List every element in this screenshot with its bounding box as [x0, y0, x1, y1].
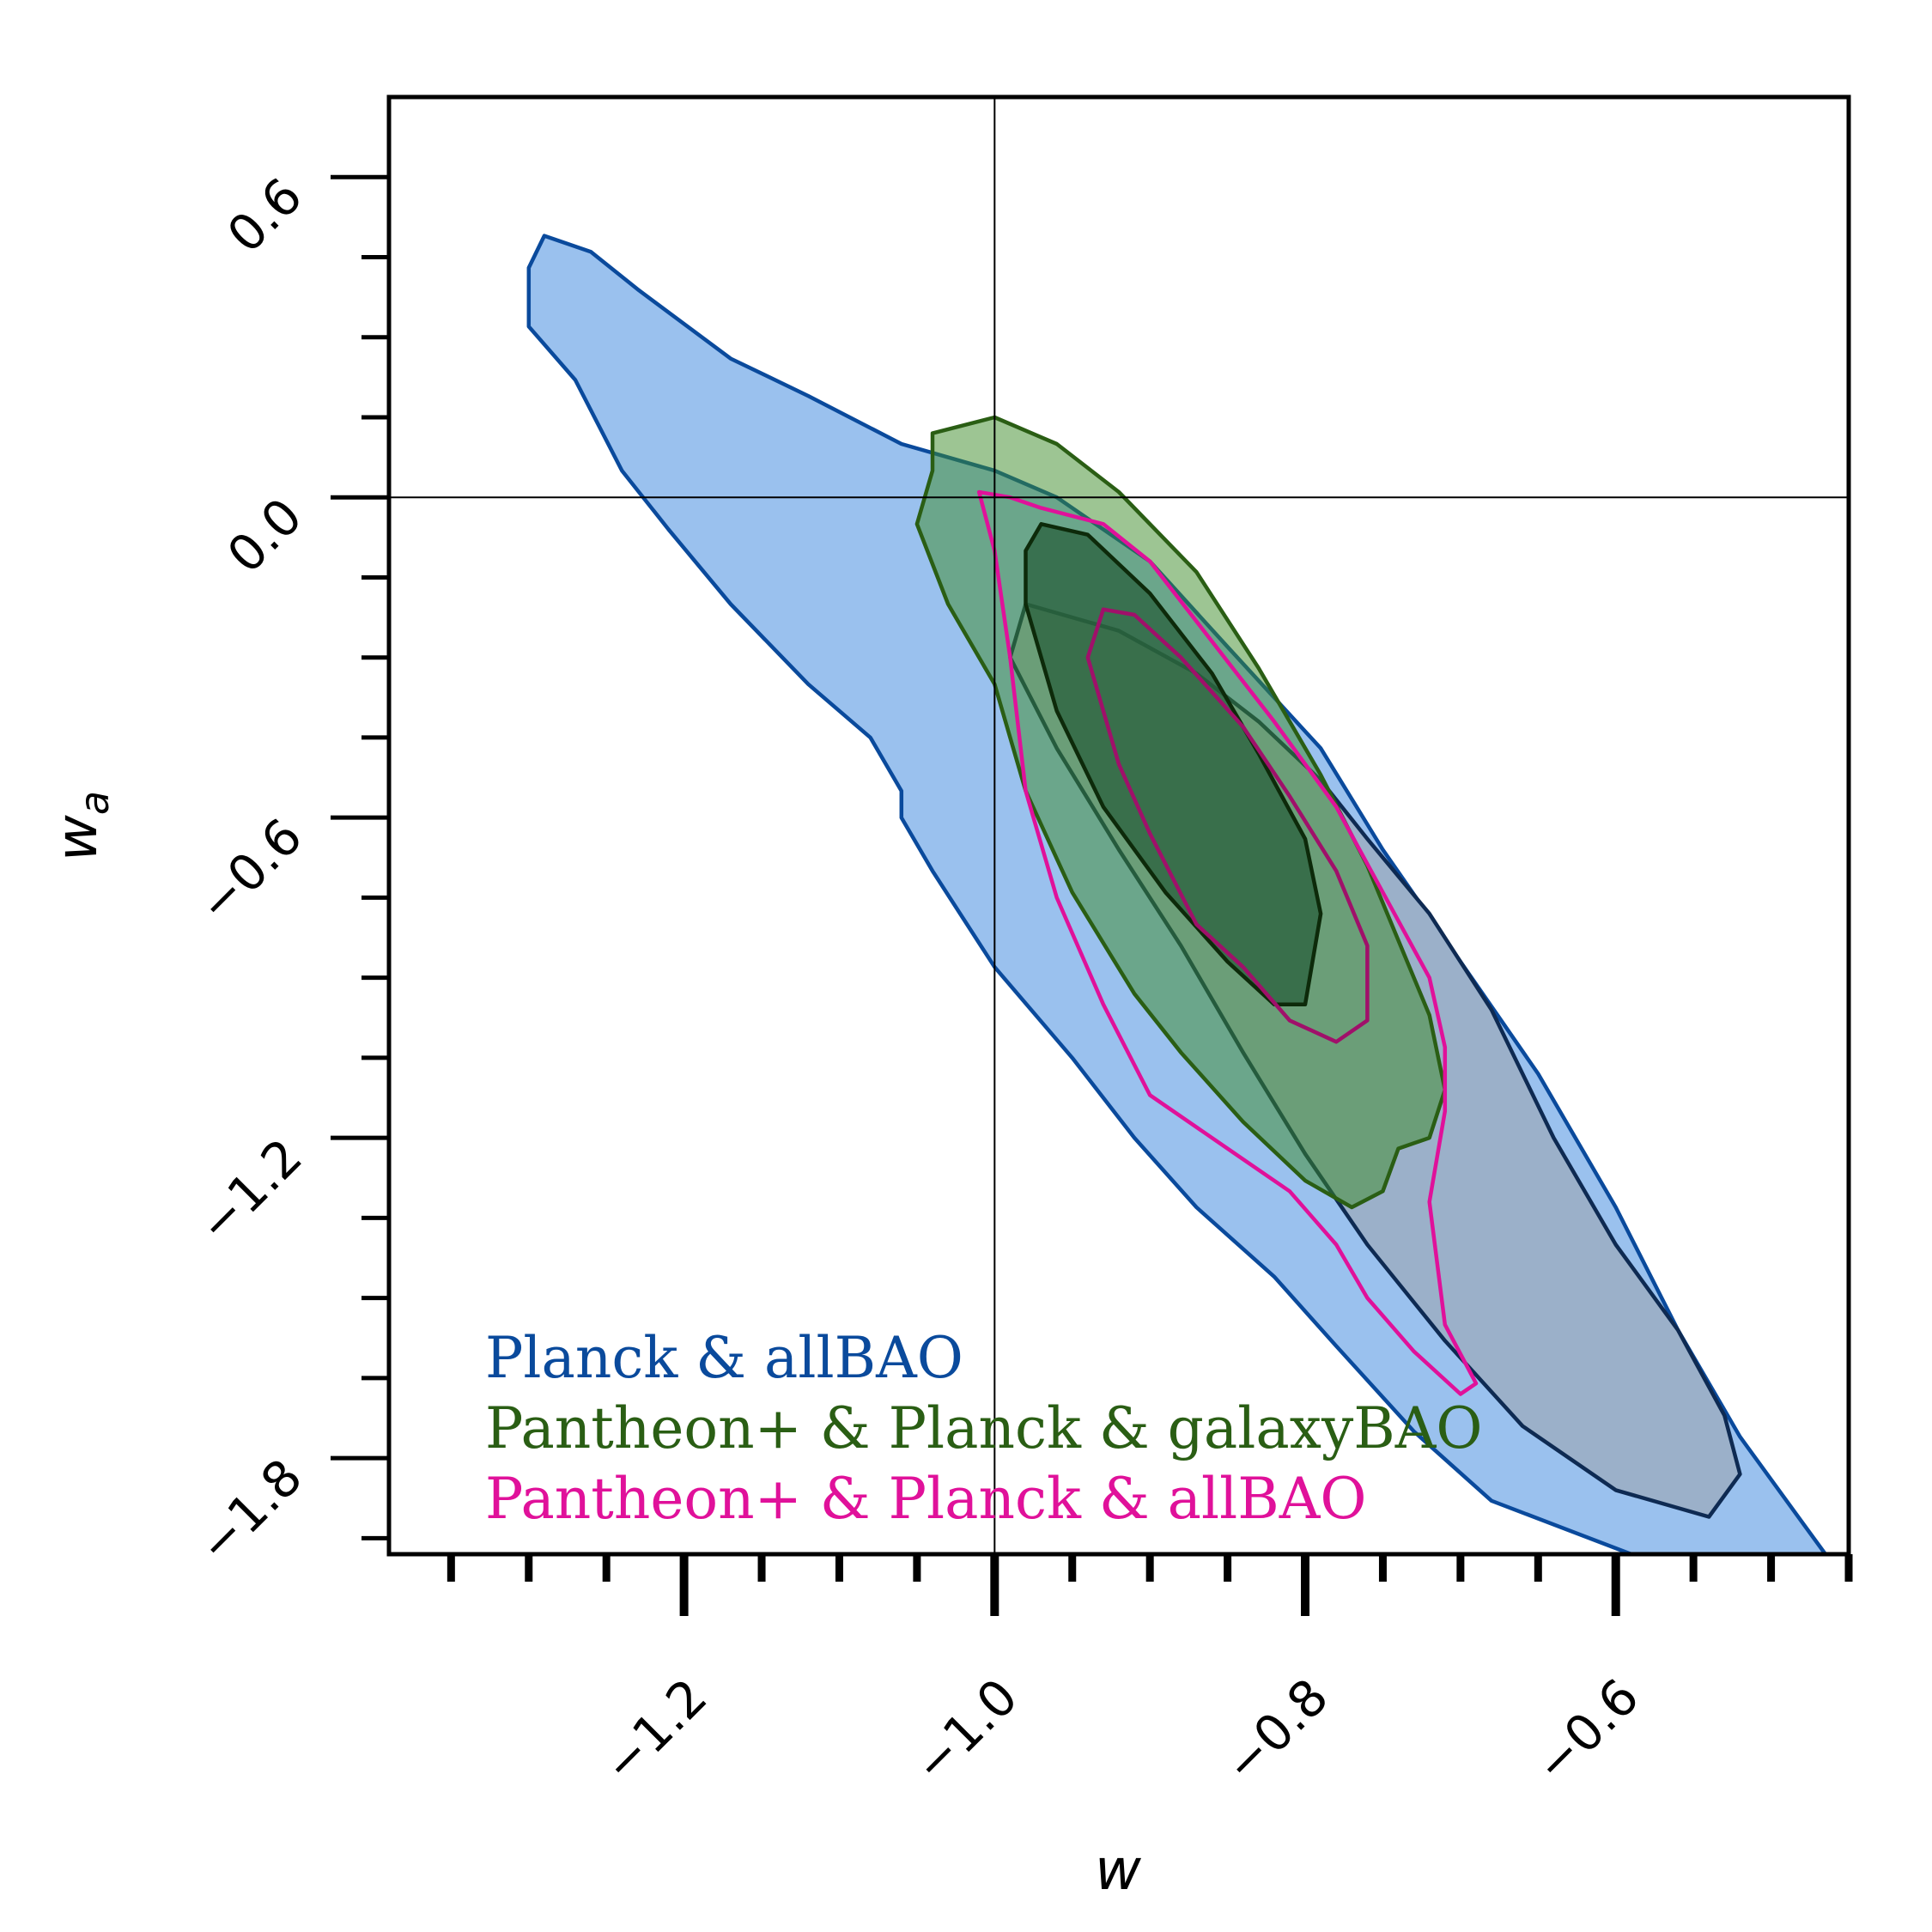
- legend-entry-1: Planck & allBAO: [485, 1325, 963, 1391]
- y-tick-label: −1.2: [186, 1127, 313, 1255]
- y-tick-label: 0.0: [216, 487, 313, 584]
- x-tick-label: −0.8: [1212, 1668, 1340, 1795]
- series-3-contour-68: [1085, 607, 1370, 1044]
- reference-lines: [389, 97, 1849, 1554]
- x-tick-label: −1.0: [902, 1668, 1030, 1795]
- contour-layer: [526, 234, 1828, 1554]
- x-tick-label: −1.2: [592, 1668, 719, 1795]
- plot-frame: [386, 94, 1851, 1557]
- legend-entry-3: Pantheon+ & Planck & allBAO: [485, 1466, 1367, 1532]
- x-axis-label: w: [1095, 1837, 1142, 1903]
- y-axis-ticks: 0.6 0.0 −0.6 −1.2 −1.8: [186, 167, 389, 1575]
- x-axis-ticks: −1.2 −1.0 −0.8 −0.6: [447, 1554, 1853, 1795]
- y-tick-label: −1.8: [186, 1448, 313, 1575]
- y-tick-label: −0.6: [186, 807, 313, 934]
- series-2-contour-68: [1024, 522, 1323, 1006]
- series-3: [976, 489, 1479, 1396]
- series-2: [914, 415, 1448, 1210]
- y-tick-label: 0.6: [216, 167, 313, 264]
- x-tick-label: −0.6: [1523, 1668, 1650, 1795]
- series-3-contour-95: [976, 489, 1479, 1396]
- y-axis-label-subscript: a: [71, 791, 118, 815]
- legend-entry-2: Pantheon+ & Planck & galaxyBAO: [485, 1395, 1483, 1461]
- y-axis-label: wa: [44, 791, 118, 861]
